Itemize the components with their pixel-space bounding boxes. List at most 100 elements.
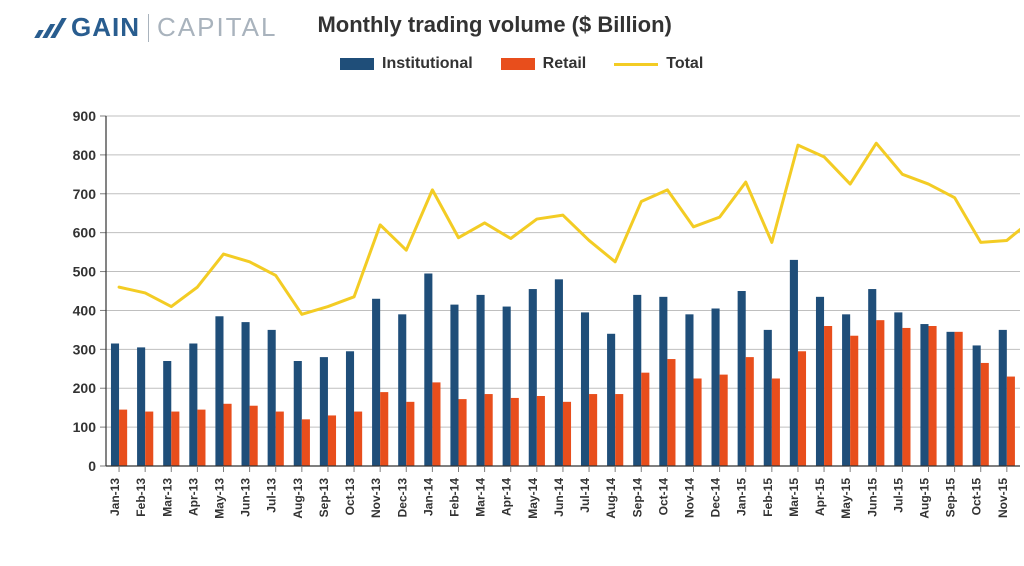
- bar-institutional: [712, 309, 720, 467]
- bar-institutional: [215, 316, 223, 466]
- bar-retail: [537, 396, 545, 466]
- bar-institutional: [424, 274, 432, 467]
- x-tick-label: Apr-15: [813, 478, 827, 516]
- bar-retail: [563, 402, 571, 466]
- x-tick-label: Oct-13: [343, 478, 357, 516]
- bar-retail: [746, 357, 754, 466]
- bar-retail: [197, 410, 205, 466]
- legend-swatch-retail: [501, 58, 535, 70]
- bar-institutional: [816, 297, 824, 466]
- bar-institutional: [294, 361, 302, 466]
- bar-retail: [902, 328, 910, 466]
- bar-retail: [981, 363, 989, 466]
- header: GAIN CAPITAL Monthly trading volume ($ B…: [40, 12, 984, 43]
- legend-item-total: Total: [614, 55, 703, 73]
- bar-institutional: [607, 334, 615, 466]
- y-tick-label: 800: [73, 147, 97, 163]
- x-tick-label: Aug-13: [291, 478, 305, 519]
- logo-bars-icon: [34, 18, 67, 38]
- legend: Institutional Retail Total: [340, 55, 703, 73]
- bar-retail: [485, 394, 493, 466]
- bar-retail: [224, 404, 232, 466]
- bar-institutional: [450, 305, 458, 466]
- bar-institutional: [581, 312, 589, 466]
- x-tick-label: Jan-14: [421, 478, 435, 516]
- bar-retail: [432, 382, 440, 466]
- x-tick-label: Jun-13: [239, 478, 253, 517]
- bar-retail: [798, 351, 806, 466]
- x-tick-label: Nov-13: [369, 478, 383, 518]
- bar-retail: [955, 332, 963, 466]
- logo-divider: [148, 14, 149, 42]
- bar-retail: [667, 359, 675, 466]
- x-tick-label: May-13: [213, 478, 227, 519]
- bar-institutional: [477, 295, 485, 466]
- logo-text: GAIN CAPITAL: [71, 12, 277, 43]
- x-tick-label: Apr-14: [500, 478, 514, 516]
- bar-retail: [1007, 377, 1015, 466]
- bar-institutional: [790, 260, 798, 466]
- bar-retail: [250, 406, 258, 466]
- bar-institutional: [555, 279, 563, 466]
- bar-institutional: [137, 347, 145, 466]
- x-tick-label: Aug-15: [918, 478, 932, 519]
- x-tick-label: Sep-14: [630, 478, 644, 518]
- bar-retail: [850, 336, 858, 466]
- logo: GAIN CAPITAL: [40, 12, 277, 43]
- bar-institutional: [503, 307, 511, 466]
- x-tick-label: Jul-14: [578, 478, 592, 513]
- x-tick-label: Mar-13: [160, 478, 174, 517]
- x-tick-label: Mar-14: [474, 478, 488, 517]
- y-tick-label: 600: [73, 225, 97, 241]
- logo-gain-text: GAIN: [71, 12, 140, 43]
- page: GAIN CAPITAL Monthly trading volume ($ B…: [0, 0, 1024, 566]
- bar-institutional: [764, 330, 772, 466]
- x-tick-label: Mar-15: [787, 478, 801, 517]
- bar-retail: [876, 320, 884, 466]
- bar-retail: [615, 394, 623, 466]
- x-tick-label: Apr-13: [186, 478, 200, 516]
- legend-item-institutional: Institutional: [340, 55, 473, 73]
- x-tick-label: Jan-13: [108, 478, 122, 516]
- bar-retail: [772, 379, 780, 467]
- x-tick-label: Nov-14: [683, 478, 697, 518]
- x-tick-label: Jun-15: [865, 478, 879, 517]
- x-tick-label: Jul-15: [891, 478, 905, 513]
- x-tick-label: May-14: [526, 478, 540, 519]
- chart-title: Monthly trading volume ($ Billion): [317, 12, 671, 38]
- x-tick-label: Sep-13: [317, 478, 331, 518]
- y-tick-label: 100: [73, 419, 97, 435]
- bar-institutional: [947, 332, 955, 466]
- legend-label-retail: Retail: [543, 55, 587, 73]
- x-tick-label: Dec-14: [709, 478, 723, 518]
- y-tick-label: 900: [73, 110, 97, 124]
- x-tick-label: Oct-15: [970, 478, 984, 516]
- x-tick-label: Dec-13: [395, 478, 409, 518]
- bar-institutional: [242, 322, 250, 466]
- bar-institutional: [268, 330, 276, 466]
- legend-swatch-institutional: [340, 58, 374, 70]
- bar-retail: [641, 373, 649, 466]
- legend-label-total: Total: [666, 55, 703, 73]
- bar-retail: [145, 412, 153, 466]
- legend-swatch-total: [614, 63, 658, 66]
- bar-institutional: [163, 361, 171, 466]
- chart: 0100200300400500600700800900Jan-13Feb-13…: [60, 110, 1020, 560]
- y-tick-label: 400: [73, 302, 97, 318]
- bar-institutional: [685, 314, 693, 466]
- bar-retail: [694, 379, 702, 467]
- bar-institutional: [920, 324, 928, 466]
- bar-retail: [511, 398, 519, 466]
- bar-institutional: [398, 314, 406, 466]
- bar-retail: [276, 412, 284, 466]
- bar-institutional: [659, 297, 667, 466]
- bar-retail: [328, 415, 336, 466]
- y-tick-label: 0: [88, 458, 96, 474]
- bar-institutional: [346, 351, 354, 466]
- x-tick-label: Feb-15: [761, 478, 775, 517]
- bar-retail: [929, 326, 937, 466]
- logo-capital-text: CAPITAL: [157, 12, 277, 43]
- x-tick-label: Jul-13: [265, 478, 279, 513]
- bar-institutional: [738, 291, 746, 466]
- bar-retail: [589, 394, 597, 466]
